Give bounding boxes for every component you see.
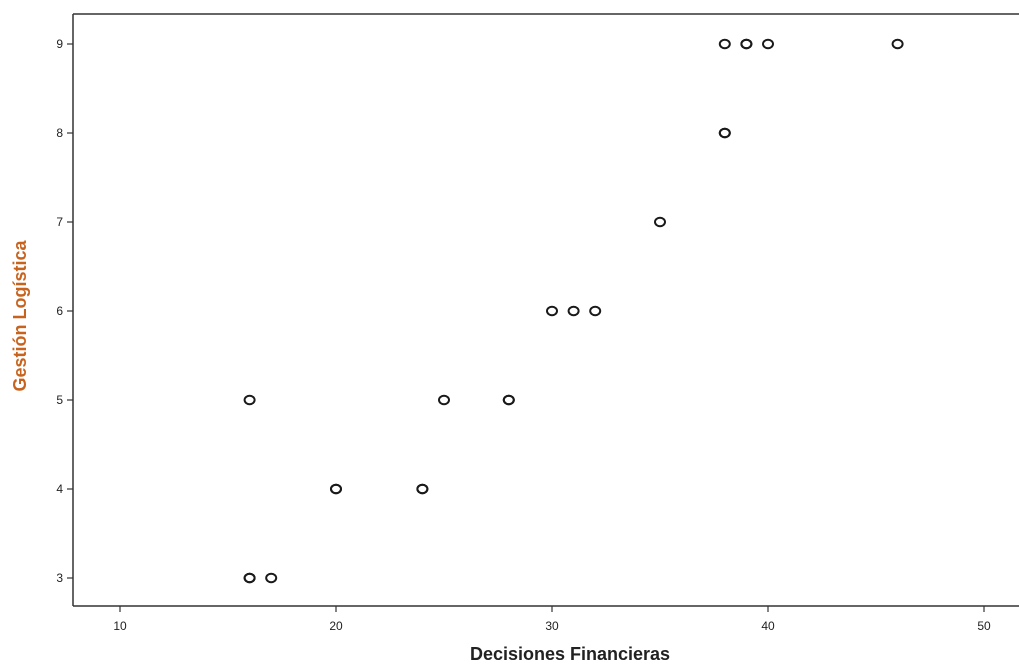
y-tick-label: 9 — [56, 37, 63, 51]
data-point — [589, 305, 602, 317]
x-ticks: 10 20 30 40 50 — [113, 606, 991, 633]
data-point — [438, 394, 450, 406]
data-point — [243, 572, 256, 584]
y-tick-label: 6 — [56, 304, 63, 318]
x-tick-label: 30 — [545, 619, 559, 633]
data-point — [891, 38, 904, 50]
y-tick-label: 4 — [56, 482, 63, 496]
data-point — [546, 305, 558, 317]
data-point — [330, 483, 342, 495]
plot-frame — [72, 13, 1019, 607]
y-tick-label: 3 — [56, 571, 63, 585]
x-tick-label: 40 — [761, 619, 775, 633]
data-point — [718, 127, 731, 139]
x-tick-label: 20 — [329, 619, 343, 633]
data-point — [654, 216, 666, 228]
data-point — [416, 483, 429, 495]
y-tick-label: 8 — [56, 126, 63, 140]
x-axis-title: Decisiones Financieras — [470, 644, 670, 664]
x-tick-label: 50 — [977, 619, 991, 633]
y-tick-label: 7 — [56, 215, 63, 229]
data-point — [567, 305, 580, 317]
data-points — [243, 38, 904, 584]
data-point — [265, 572, 278, 584]
y-axis-title: Gestión Logística — [10, 240, 30, 392]
data-point — [718, 38, 731, 50]
y-tick-label: 5 — [56, 393, 63, 407]
data-point — [502, 394, 515, 406]
x-tick-label: 10 — [113, 619, 127, 633]
data-point — [243, 394, 256, 406]
y-ticks: 3 4 5 6 7 8 9 — [56, 37, 73, 585]
data-point — [762, 38, 774, 50]
data-point — [740, 38, 753, 50]
